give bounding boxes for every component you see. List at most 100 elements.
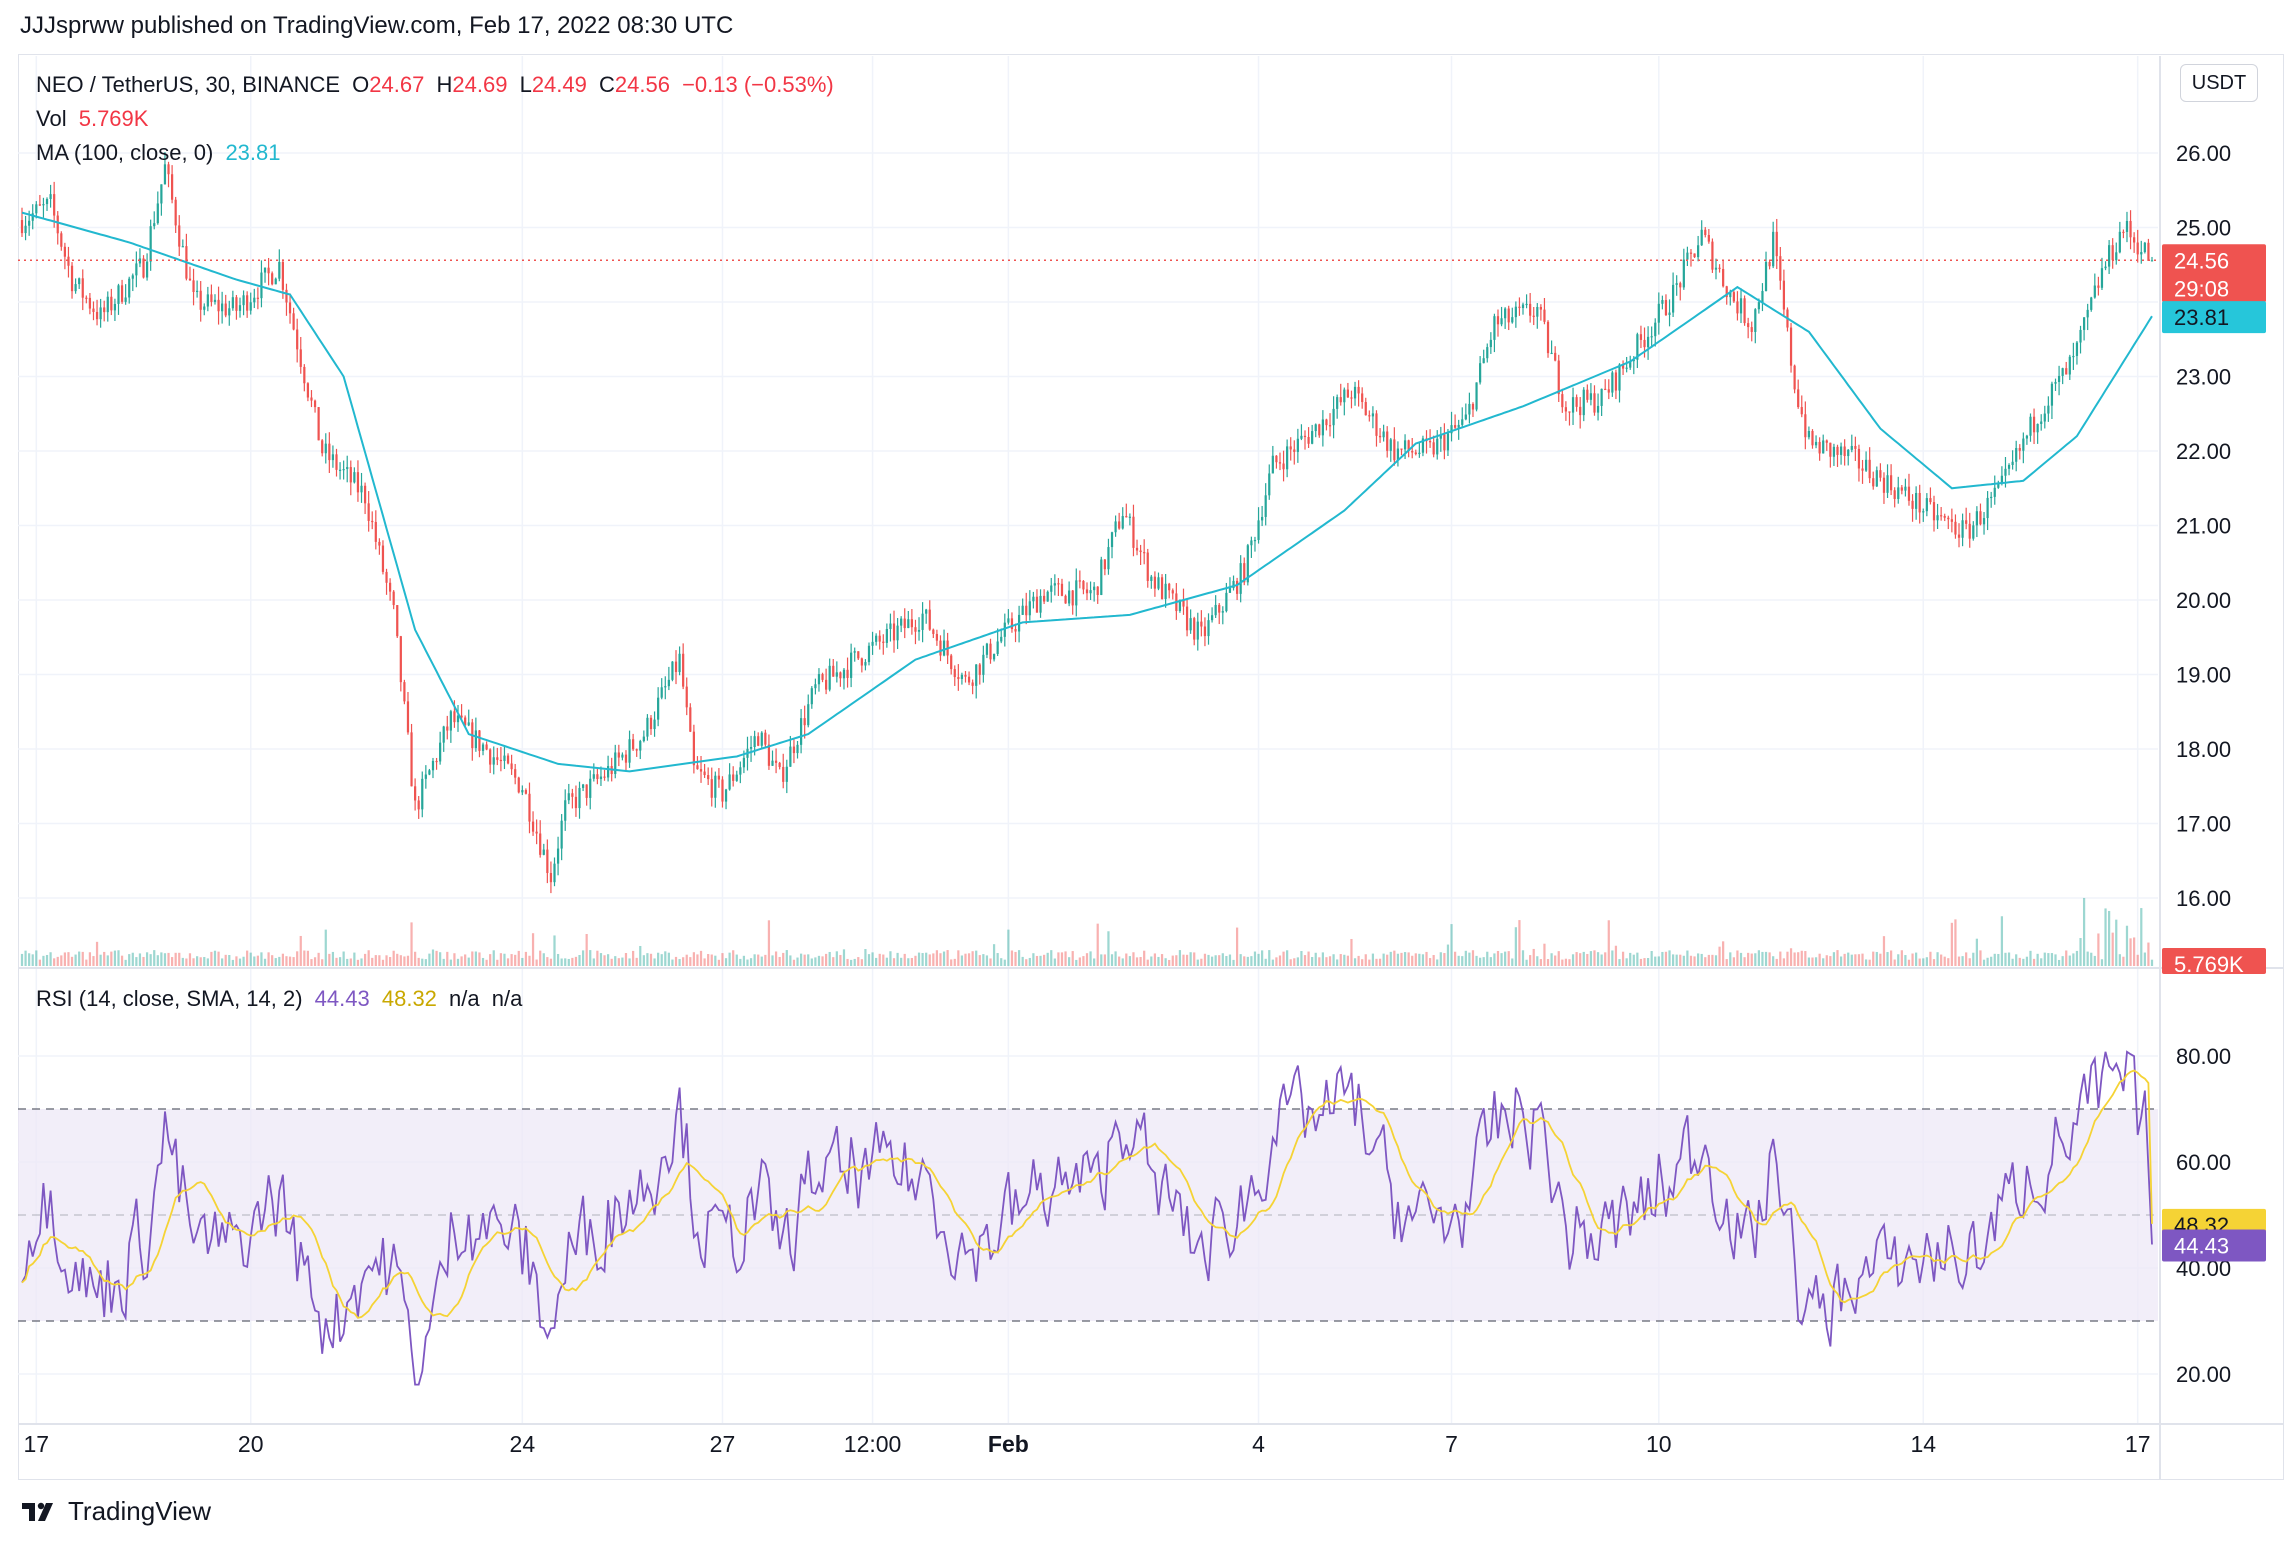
candle-body	[1471, 403, 1475, 410]
footer-brand[interactable]: TradingView	[20, 1496, 211, 1527]
candle-body	[2140, 252, 2143, 255]
volume-bar	[1589, 951, 1593, 966]
candle-body	[1118, 521, 1121, 529]
candle-body	[2129, 220, 2132, 238]
candle-body	[846, 669, 849, 678]
volume-bar	[992, 944, 996, 966]
vol-legend[interactable]: Vol 5.769K	[36, 106, 154, 132]
candle-body	[1832, 446, 1836, 457]
candle-body	[1432, 442, 1435, 455]
candle-body	[1825, 440, 1828, 443]
candle-body	[1536, 306, 1539, 317]
symbol-label[interactable]: NEO / TetherUS, 30, BINANCE	[36, 72, 341, 97]
candle-body	[1650, 336, 1653, 338]
vol-label: Vol	[36, 106, 67, 131]
low-value: 24.49	[531, 72, 587, 97]
volume-bar	[946, 950, 949, 966]
volume-bar	[2004, 952, 2007, 966]
candle-body	[1539, 306, 1542, 310]
candle-body	[2007, 465, 2011, 469]
candle-body	[63, 246, 66, 257]
candle-body	[1200, 621, 1203, 627]
candle-body	[303, 366, 306, 384]
candle-body	[1800, 407, 1803, 415]
candle-body	[882, 641, 885, 643]
rsi-legend[interactable]: RSI (14, close, SMA, 14, 2) 44.43 48.32 …	[36, 986, 528, 1012]
volume-bar	[63, 952, 66, 966]
candle-body	[589, 778, 592, 798]
candle-body	[1171, 590, 1174, 594]
candle-body	[1972, 525, 1975, 539]
volume-bar	[1504, 951, 1507, 966]
candle-body	[1979, 511, 1982, 525]
volume-bar	[28, 953, 31, 966]
candle-body	[406, 701, 410, 733]
volume-bar	[67, 952, 70, 966]
volume-bar	[196, 956, 199, 966]
volume-bar	[1193, 952, 1196, 966]
volume-bar	[1725, 959, 1728, 966]
candle-body	[842, 669, 846, 679]
candle-body	[1007, 618, 1010, 623]
volume-bar	[1596, 952, 1600, 966]
volume-bar	[1614, 945, 1618, 966]
volume-bar	[1393, 950, 1396, 966]
volume-bar	[514, 954, 517, 966]
volume-bar	[120, 955, 124, 966]
volume-bar	[1718, 946, 1721, 966]
candle-body	[1439, 434, 1442, 439]
volume-bar	[1082, 956, 1085, 966]
volume-bar	[2104, 908, 2107, 966]
candle-body	[939, 640, 942, 656]
volume-bar	[2068, 955, 2071, 966]
volume-bar	[846, 958, 849, 966]
volume-bar	[732, 950, 735, 966]
volume-bar	[1807, 957, 1811, 966]
candle-body	[1618, 364, 1621, 391]
candle-body	[1982, 518, 1986, 525]
volume-bar	[1271, 959, 1274, 966]
volume-bar	[1957, 956, 1961, 966]
volume-bar	[456, 958, 460, 966]
currency-button[interactable]: USDT	[2180, 64, 2258, 102]
volume-bar	[528, 955, 531, 966]
candle-body	[338, 469, 342, 471]
candle-body	[24, 225, 27, 234]
volume-bar	[864, 949, 867, 966]
volume-bar	[635, 957, 638, 966]
candle-body	[2057, 375, 2061, 382]
candle-body	[206, 294, 209, 307]
candle-body	[1818, 441, 1821, 454]
volume-bar	[1554, 955, 1557, 966]
volume-bar	[1761, 951, 1764, 966]
candle-body	[342, 469, 345, 471]
candle-body	[667, 679, 670, 687]
candle-body	[1775, 231, 1778, 257]
volume-bar	[1847, 952, 1850, 966]
volume-bar	[1121, 958, 1124, 966]
volume-bar	[617, 958, 620, 966]
candle-body	[199, 290, 202, 310]
ma-legend[interactable]: MA (100, close, 0) 23.81	[36, 140, 287, 166]
volume-bar	[1814, 957, 1818, 966]
volume-bar	[885, 957, 888, 966]
volume-bar	[446, 951, 449, 966]
candle-body	[1418, 452, 1421, 455]
candle-body	[331, 454, 335, 461]
candle-body	[524, 790, 528, 794]
volume-bar	[1336, 959, 1339, 966]
candle-body	[2111, 245, 2114, 261]
candle-body	[935, 633, 939, 641]
volume-bar	[1968, 958, 1971, 966]
volume-bar	[1521, 950, 1525, 966]
volume-bar	[1153, 953, 1157, 966]
candle-body	[914, 627, 917, 632]
candle-body	[42, 204, 45, 206]
volume-bar	[192, 958, 195, 966]
candle-body	[253, 297, 256, 303]
volume-bar	[1489, 957, 1492, 966]
volume-bar	[1525, 959, 1528, 966]
candle-body	[1514, 306, 1517, 318]
volume-bar	[1185, 954, 1189, 966]
